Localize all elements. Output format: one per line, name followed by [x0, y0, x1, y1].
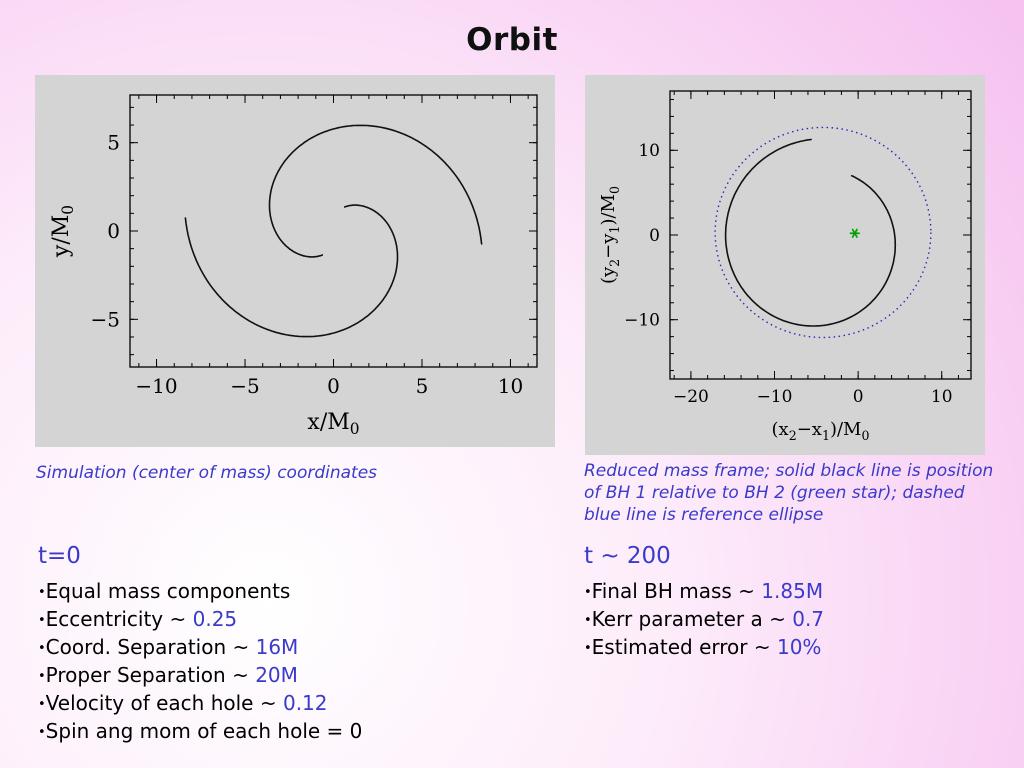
reduced-mass-plot: −20 −10 0 10 −10 0 10 (x2−x1)/M0 (y2−y1)/M0	[598, 90, 972, 443]
y-tick-label: −5	[91, 307, 120, 331]
item-text: Velocity of each hole ~	[45, 691, 283, 715]
bullet-icon: •	[38, 613, 46, 628]
initial-conditions-heading: t=0	[38, 543, 81, 569]
list-item: •Estimated error ~ 10%	[584, 634, 994, 662]
trajectory-curve	[268, 124, 483, 258]
list-item: •Proper Separation ~ 20M	[38, 662, 568, 690]
y-axis-label: (y2−y1)/M0	[598, 186, 622, 284]
final-state-block: t ~ 200 •Final BH mass ~ 1.85M •Kerr par…	[584, 543, 994, 662]
item-text: Eccentricity ~	[45, 607, 193, 631]
item-text: Estimated error ~	[591, 635, 777, 659]
list-item: •Equal mass components	[38, 578, 568, 606]
y-tick-label: 0	[107, 219, 120, 243]
item-value: 10%	[776, 635, 822, 659]
bullet-icon: •	[38, 725, 46, 740]
item-value: 0.7	[792, 607, 825, 631]
bh2-star-marker	[851, 228, 859, 239]
y-tick-label: −10	[624, 311, 660, 331]
plot-frame	[129, 94, 538, 368]
x-tick-label: 0	[327, 374, 340, 398]
item-text: Coord. Separation ~	[45, 635, 256, 659]
y-tick-label: 0	[649, 226, 660, 246]
bullet-icon: •	[584, 641, 592, 656]
list-item: •Kerr parameter a ~ 0.7	[584, 606, 994, 634]
initial-conditions-block: t=0 •Equal mass components •Eccentricity…	[38, 543, 568, 746]
list-item: •Spin ang mom of each hole = 0	[38, 718, 568, 746]
bullet-icon: •	[38, 585, 46, 600]
reduced-mass-panel: −20 −10 0 10 −10 0 10 (x2−x1)/M0 (y2−y1)/M0	[585, 75, 985, 455]
trajectory-curve	[184, 204, 399, 338]
item-value: 20M	[255, 663, 298, 687]
item-value: 0.12	[282, 691, 328, 715]
item-value: 1.85M	[761, 579, 824, 603]
x-tick-label: 10	[498, 374, 523, 398]
bullet-icon: •	[38, 641, 46, 656]
bullet-icon: •	[38, 697, 46, 712]
bullet-icon: •	[584, 585, 592, 600]
trajectory-curve	[724, 138, 897, 327]
item-text: Proper Separation ~	[45, 663, 256, 687]
reference-ellipse	[714, 126, 932, 339]
x-axis-label: (x2−x1)/M0	[772, 419, 870, 443]
x-axis-label: x/M0	[307, 410, 359, 438]
com-frame-plot: −10 −5 0 5 10 −5 0 5 x/M0 y/M0	[49, 94, 538, 438]
item-value: 16M	[255, 635, 299, 659]
list-item: •Final BH mass ~ 1.85M	[584, 578, 994, 606]
y-tick-label: 10	[638, 141, 660, 161]
caption-reduced-mass: Reduced mass frame; solid black line is …	[584, 461, 994, 525]
x-tick-label: 10	[931, 387, 953, 407]
item-value: 0.25	[192, 607, 238, 631]
x-tick-label: −10	[757, 387, 793, 407]
item-text: Kerr parameter a ~	[591, 607, 793, 631]
caption-com-frame: Simulation (center of mass) coordinates	[36, 463, 378, 483]
list-item: •Coord. Separation ~ 16M	[38, 634, 568, 662]
bullet-icon: •	[584, 613, 592, 628]
item-text: Equal mass components	[45, 579, 291, 603]
y-tick-label: 5	[107, 131, 120, 155]
com-frame-panel: −10 −5 0 5 10 −5 0 5 x/M0 y/M0	[35, 75, 555, 447]
final-state-heading: t ~ 200	[584, 543, 671, 569]
x-tick-label: 0	[853, 387, 864, 407]
x-tick-label: 5	[416, 374, 429, 398]
list-item: •Eccentricity ~ 0.25	[38, 606, 568, 634]
y-axis-label: y/M0	[49, 205, 77, 258]
x-tick-label: −5	[230, 374, 259, 398]
x-tick-label: −10	[135, 374, 177, 398]
item-text: Final BH mass ~	[591, 579, 762, 603]
item-text: Spin ang mom of each hole = 0	[45, 719, 363, 743]
x-tick-label: −20	[673, 387, 709, 407]
slide-title: Orbit	[466, 22, 558, 58]
list-item: •Velocity of each hole ~ 0.12	[38, 690, 568, 718]
bullet-icon: •	[38, 669, 46, 684]
